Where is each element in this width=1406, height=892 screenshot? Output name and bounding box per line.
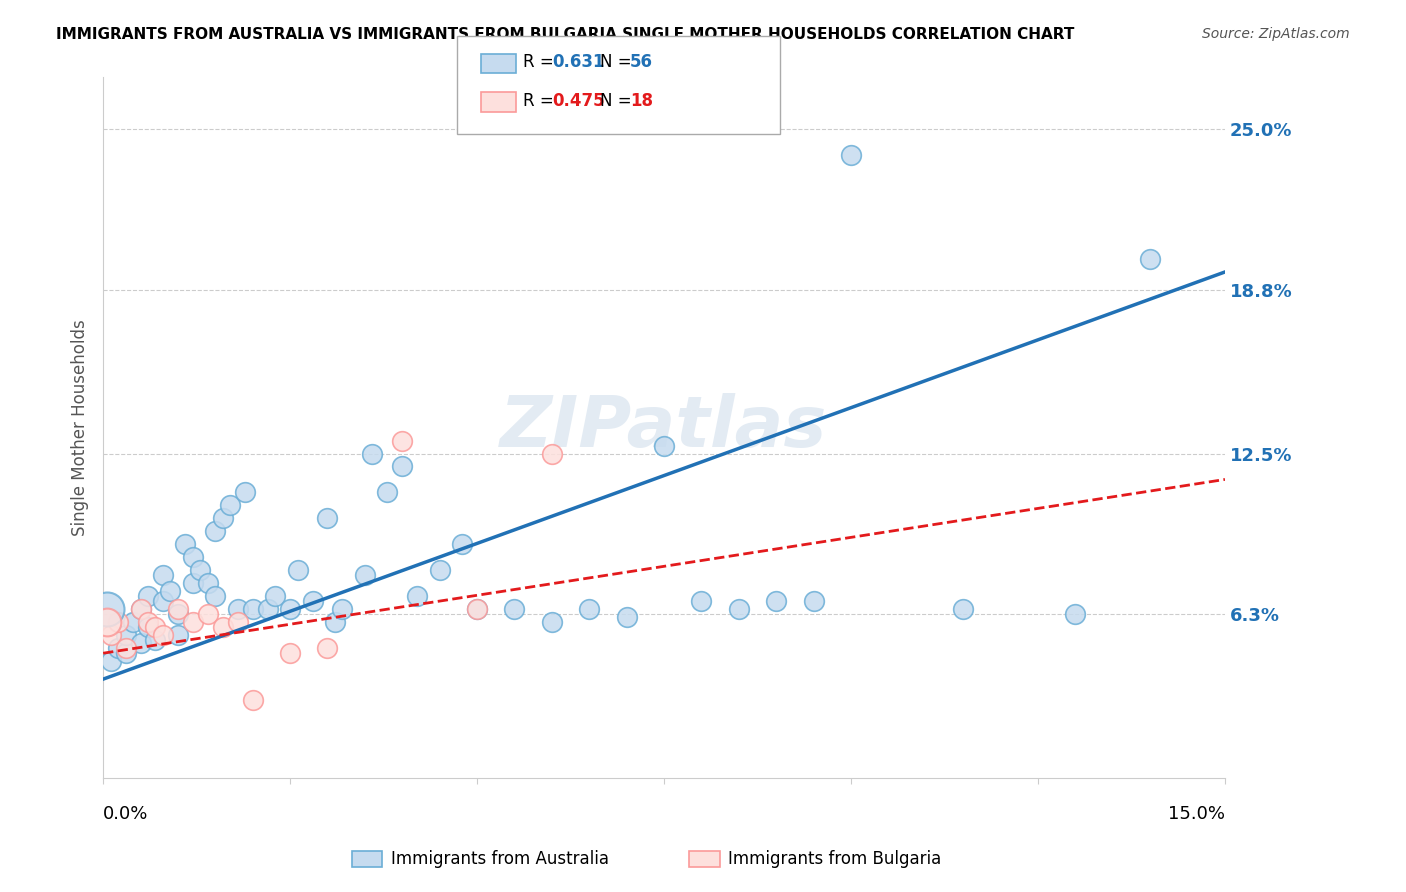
Point	[465, 602, 488, 616]
Point	[129, 602, 152, 616]
Point	[354, 568, 377, 582]
Y-axis label: Single Mother Households: Single Mother Households	[72, 319, 89, 536]
Point	[952, 602, 974, 616]
Point	[803, 594, 825, 608]
Point	[100, 628, 122, 642]
Point	[316, 511, 339, 525]
Point	[465, 602, 488, 616]
Point	[204, 524, 226, 539]
Point	[211, 511, 233, 525]
Point	[181, 615, 204, 629]
Point	[107, 615, 129, 629]
Point	[152, 568, 174, 582]
Point	[167, 607, 190, 622]
Point	[100, 654, 122, 668]
Text: ZIPatlas: ZIPatlas	[501, 393, 828, 462]
Text: Source: ZipAtlas.com: Source: ZipAtlas.com	[1202, 27, 1350, 41]
Point	[136, 620, 159, 634]
Point	[136, 615, 159, 629]
Point	[226, 615, 249, 629]
Point	[181, 550, 204, 565]
Text: R =: R =	[523, 54, 560, 71]
Point	[1139, 252, 1161, 266]
Text: 15.0%: 15.0%	[1168, 805, 1225, 823]
Point	[839, 148, 862, 162]
Point	[256, 602, 278, 616]
Point	[167, 628, 190, 642]
Point	[129, 602, 152, 616]
Point	[233, 485, 256, 500]
Text: N =: N =	[600, 54, 637, 71]
Point	[197, 576, 219, 591]
Text: 0.0%: 0.0%	[103, 805, 149, 823]
Point	[765, 594, 787, 608]
Point	[204, 589, 226, 603]
Text: IMMIGRANTS FROM AUSTRALIA VS IMMIGRANTS FROM BULGARIA SINGLE MOTHER HOUSEHOLDS C: IMMIGRANTS FROM AUSTRALIA VS IMMIGRANTS …	[56, 27, 1074, 42]
Text: 0.631: 0.631	[553, 54, 605, 71]
Point	[107, 640, 129, 655]
Point	[578, 602, 600, 616]
Point	[242, 693, 264, 707]
Point	[616, 610, 638, 624]
Point	[429, 563, 451, 577]
Point	[122, 615, 145, 629]
Point	[690, 594, 713, 608]
Point	[152, 594, 174, 608]
Point	[174, 537, 197, 551]
Point	[96, 602, 118, 616]
Point	[391, 434, 413, 448]
Point	[114, 646, 136, 660]
Point	[332, 602, 354, 616]
Point	[406, 589, 429, 603]
Point	[1064, 607, 1087, 622]
Point	[375, 485, 398, 500]
Point	[323, 615, 346, 629]
Text: Immigrants from Bulgaria: Immigrants from Bulgaria	[728, 850, 942, 868]
Text: 56: 56	[630, 54, 652, 71]
Point	[145, 633, 167, 648]
Point	[541, 446, 564, 460]
Point	[114, 640, 136, 655]
Point	[181, 576, 204, 591]
Point	[114, 628, 136, 642]
Point	[129, 636, 152, 650]
Point	[136, 589, 159, 603]
Point	[652, 439, 675, 453]
Point	[159, 584, 181, 599]
Text: R =: R =	[523, 92, 560, 110]
Text: Immigrants from Australia: Immigrants from Australia	[391, 850, 609, 868]
Point	[197, 607, 219, 622]
Text: 18: 18	[630, 92, 652, 110]
Point	[316, 640, 339, 655]
Point	[242, 602, 264, 616]
Point	[451, 537, 474, 551]
Point	[361, 446, 384, 460]
Text: N =: N =	[600, 92, 637, 110]
Point	[190, 563, 212, 577]
Point	[152, 628, 174, 642]
Point	[391, 459, 413, 474]
Point	[96, 615, 118, 629]
Point	[219, 499, 242, 513]
Point	[278, 646, 301, 660]
Text: 0.475: 0.475	[553, 92, 605, 110]
Point	[727, 602, 749, 616]
Point	[301, 594, 323, 608]
Point	[264, 589, 287, 603]
Point	[287, 563, 309, 577]
Point	[167, 602, 190, 616]
Point	[541, 615, 564, 629]
Point	[226, 602, 249, 616]
Point	[503, 602, 526, 616]
Point	[278, 602, 301, 616]
Point	[211, 620, 233, 634]
Point	[145, 620, 167, 634]
